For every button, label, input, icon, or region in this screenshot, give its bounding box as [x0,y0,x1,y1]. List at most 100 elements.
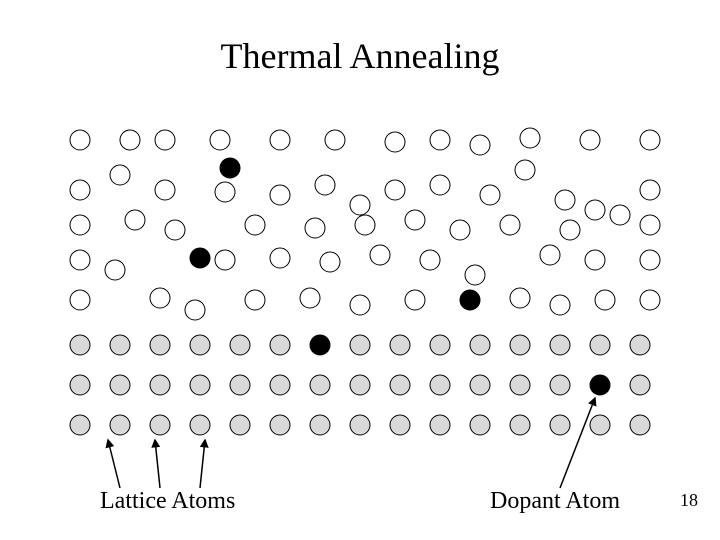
lattice-atom-gray [110,415,130,435]
lattice-atom-gray [470,335,490,355]
lattice-atom-open [595,290,615,310]
lattice-atom-open [385,180,405,200]
lattice-atom-open [270,185,290,205]
dopant-atom [220,158,240,178]
lattice-atom-open [640,250,660,270]
lattice-atom-open [430,175,450,195]
lattice-atom-open [210,130,230,150]
lattice-atom-open [270,248,290,268]
dopant-atom [590,375,610,395]
lattice-atom-gray [630,415,650,435]
lattice-atoms-label: Lattice Atoms [100,488,235,515]
lattice-atom-open [350,295,370,315]
lattice-atom-gray [70,375,90,395]
lattice-atom-open [515,160,535,180]
lattice-atom-open [370,245,390,265]
lattice-atom-open [70,130,90,150]
lattice-atom-gray [270,375,290,395]
lattice-atom-open [555,190,575,210]
lattice-atom-gray [550,375,570,395]
lattice-atom-open [640,180,660,200]
lattice-atom-gray [550,415,570,435]
lattice-atom-open [640,290,660,310]
lattice-atom-gray [270,415,290,435]
lattice-atom-gray [590,415,610,435]
lattice-atom-open [120,130,140,150]
lattice-atom-open [585,250,605,270]
lattice-atom-open [405,290,425,310]
lattice-atom-open [420,250,440,270]
lattice-atom-open [105,260,125,280]
pointer-arrow [155,440,160,488]
lattice-atom-gray [310,375,330,395]
lattice-atom-open [270,130,290,150]
lattice-atom-gray [470,375,490,395]
lattice-atom-gray [590,335,610,355]
lattice-atom-open [125,210,145,230]
lattice-atom-open [165,220,185,240]
lattice-atom-gray [390,415,410,435]
lattice-atom-open [215,250,235,270]
lattice-atom-gray [390,375,410,395]
lattice-atom-gray [510,335,530,355]
lattice-atom-gray [190,415,210,435]
lattice-atom-gray [70,415,90,435]
lattice-atom-gray [350,335,370,355]
lattice-atom-open [300,288,320,308]
lattice-atom-gray [190,375,210,395]
pointer-arrow [560,398,595,488]
lattice-atom-gray [230,415,250,435]
lattice-atom-open [430,130,450,150]
pointer-arrow [200,440,205,488]
pointer-arrow [108,440,120,488]
lattice-atom-open [70,180,90,200]
dopant-atom-label: Dopant Atom [490,488,620,515]
lattice-atom-gray [550,335,570,355]
lattice-atom-gray [350,375,370,395]
lattice-atom-gray [630,375,650,395]
lattice-atom-open [110,165,130,185]
lattice-atom-open [640,215,660,235]
lattice-atom-open [585,200,605,220]
lattice-atom-gray [310,415,330,435]
lattice-atom-gray [510,375,530,395]
lattice-atom-open [325,130,345,150]
lattice-atom-gray [230,375,250,395]
lattice-atom-gray [150,415,170,435]
lattice-atom-gray [150,335,170,355]
lattice-atom-gray [70,335,90,355]
lattice-atom-open [215,182,235,202]
page-number: 18 [680,490,698,511]
lattice-atom-open [510,288,530,308]
lattice-atom-open [450,220,470,240]
lattice-atom-gray [390,335,410,355]
lattice-atom-gray [510,415,530,435]
lattice-atom-open [155,130,175,150]
lattice-atom-open [385,132,405,152]
dopant-atom [190,248,210,268]
lattice-atom-gray [430,335,450,355]
lattice-atom-gray [110,375,130,395]
lattice-atom-gray [430,415,450,435]
lattice-atom-open [610,205,630,225]
lattice-atom-open [640,130,660,150]
lattice-atom-open [155,180,175,200]
lattice-atom-gray [190,335,210,355]
lattice-atom-open [315,175,335,195]
lattice-atom-open [245,215,265,235]
lattice-atom-gray [470,415,490,435]
lattice-atom-gray [350,415,370,435]
lattice-atom-open [500,215,520,235]
lattice-atom-open [70,290,90,310]
lattice-atom-open [320,252,340,272]
lattice-atom-open [550,295,570,315]
dopant-atom [460,290,480,310]
lattice-atom-open [245,290,265,310]
lattice-atom-open [540,245,560,265]
lattice-atom-open [480,185,500,205]
lattice-atom-gray [270,335,290,355]
lattice-atom-gray [430,375,450,395]
lattice-atom-open [520,128,540,148]
lattice-atom-open [350,195,370,215]
lattice-atom-open [470,135,490,155]
